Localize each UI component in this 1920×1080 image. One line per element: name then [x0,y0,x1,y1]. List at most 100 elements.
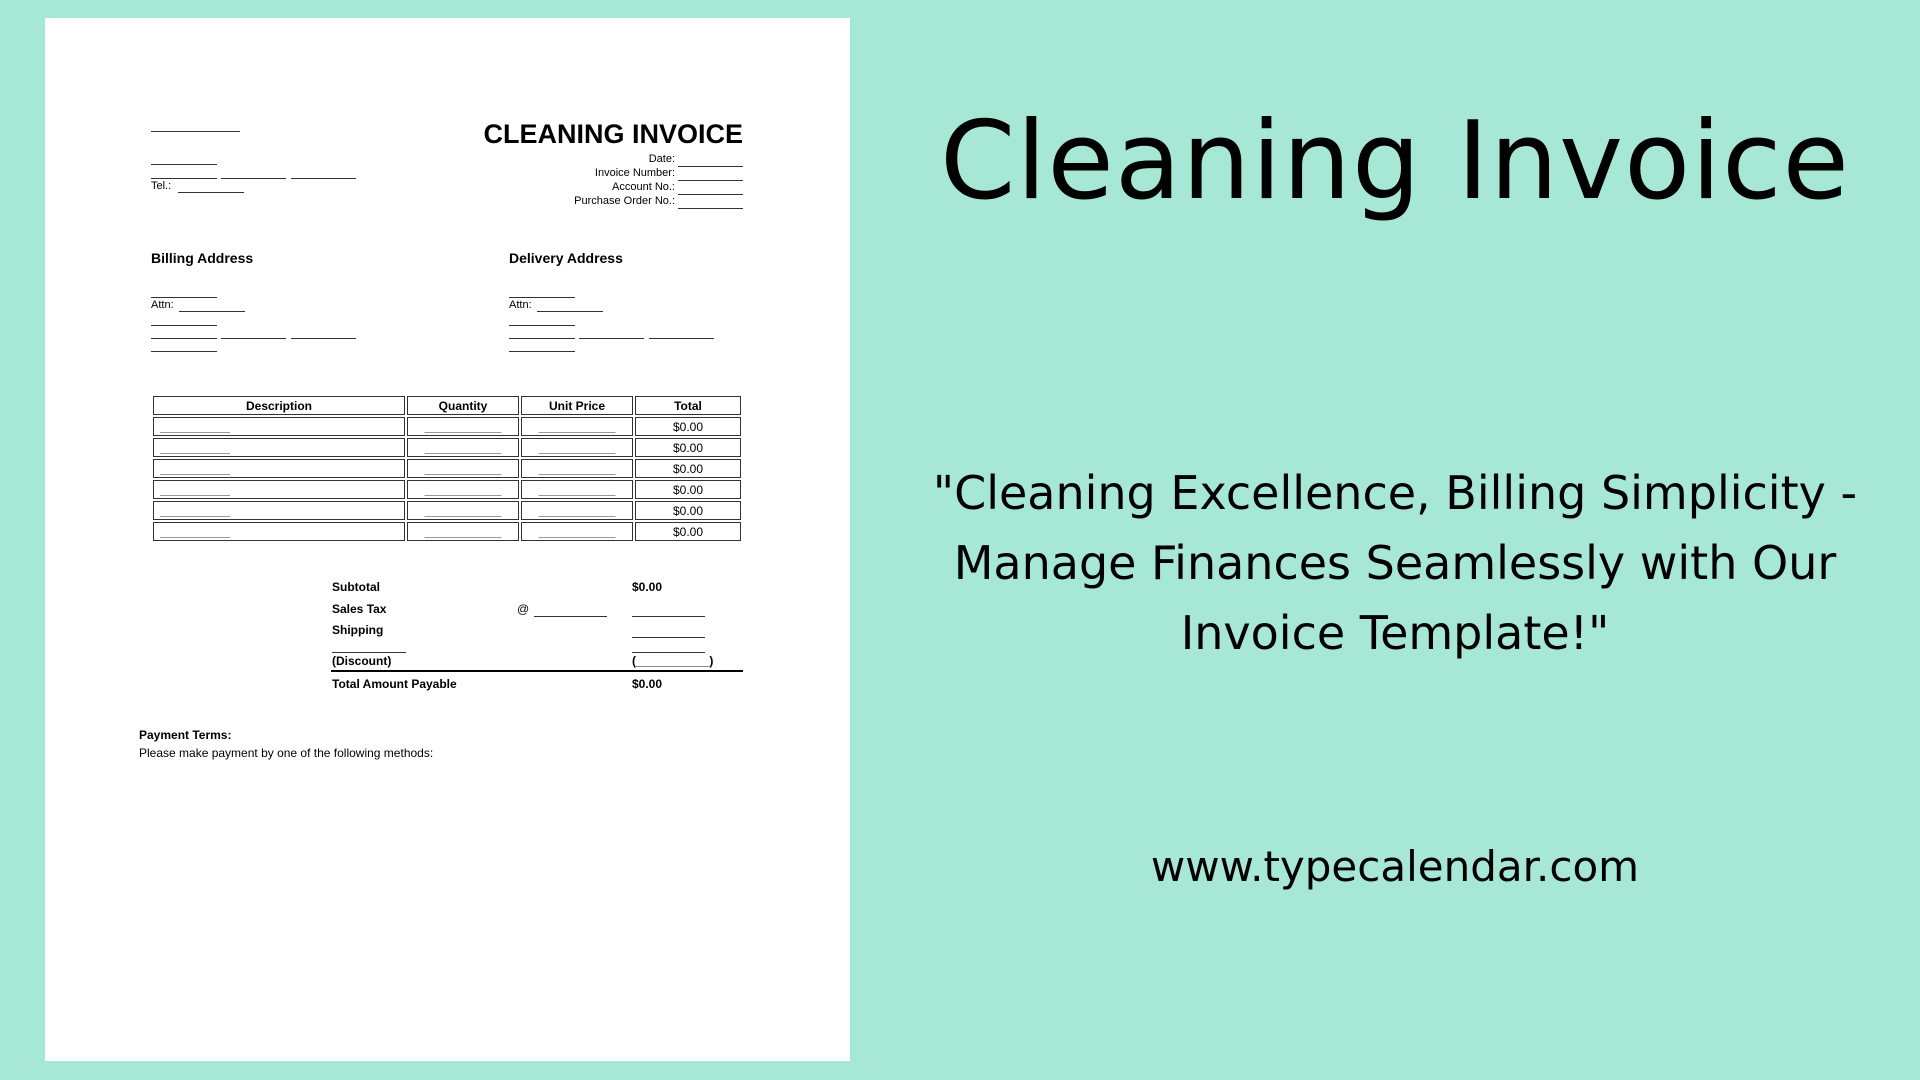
invoice-title: CLEANING INVOICE [483,119,743,149]
quantity-cell[interactable] [407,522,519,541]
delivery-address-heading: Delivery Address [509,250,623,266]
tax-rate-line [534,616,607,617]
unit-price-cell[interactable] [521,459,633,478]
delivery-zip-line [649,338,714,339]
total-cell: $0.00 [635,417,741,436]
description-cell[interactable] [153,417,405,436]
unit-price-cell[interactable] [521,501,633,520]
date-line [678,166,743,167]
delivery-country-line [509,351,575,352]
tel-label: Tel.: [151,180,172,192]
sales-tax-line [632,616,705,617]
billing-name-line [151,297,217,298]
quantity-cell[interactable] [407,438,519,457]
description-cell[interactable] [153,438,405,457]
line-items-table: Description Quantity Unit Price Total $0… [151,394,743,543]
date-label: Date: [648,153,675,165]
shipping-line [632,637,705,638]
table-row: $0.00 [153,417,741,436]
quantity-blank-line [424,495,502,496]
description-blank-line [160,516,230,517]
description-cell[interactable] [153,501,405,520]
unit-price-blank-line [538,495,616,496]
invoice-number-label: Invoice Number: [594,167,675,179]
table-row: $0.00 [153,459,741,478]
delivery-name-line [509,297,575,298]
header-quantity: Quantity [407,396,519,415]
billing-country-line [151,351,217,352]
total-cell: $0.00 [635,459,741,478]
quantity-cell[interactable] [407,459,519,478]
delivery-street-line [509,325,575,326]
shipping-label: Shipping [332,623,384,637]
header-unit-price: Unit Price [521,396,633,415]
other-line [332,652,406,653]
total-cell: $0.00 [635,522,741,541]
tax-rate-at: @ [517,602,530,616]
table-row: $0.00 [153,480,741,499]
purchase-order-label: Purchase Order No.: [574,195,675,207]
website-link[interactable]: www.typecalendar.com [1150,842,1640,891]
subtotal-label: Subtotal [332,580,380,594]
description-blank-line [160,453,230,454]
billing-address-heading: Billing Address [151,250,254,266]
total-divider [331,670,743,672]
quantity-blank-line [424,516,502,517]
delivery-attn-label: Attn: [509,299,532,311]
account-number-label: Account No.: [612,181,675,193]
description-blank-line [160,495,230,496]
total-cell: $0.00 [635,438,741,457]
unit-price-blank-line [538,453,616,454]
subtotal-value: $0.00 [632,580,663,594]
description-blank-line [160,474,230,475]
quantity-cell[interactable] [407,480,519,499]
billing-street-line [151,325,217,326]
company-name-line [151,131,240,132]
city-line [151,178,217,179]
billing-zip-line [291,338,356,339]
billing-state-line [221,338,286,339]
delivery-attn-line [537,311,603,312]
quantity-cell[interactable] [407,501,519,520]
table-row: $0.00 [153,438,741,457]
total-amount-label: Total Amount Payable [332,677,457,691]
total-cell: $0.00 [635,480,741,499]
unit-price-cell[interactable] [521,480,633,499]
purchase-order-line [678,208,743,209]
description-blank-line [160,432,230,433]
unit-price-blank-line [538,432,616,433]
discount-value: (___________) [632,654,714,668]
unit-price-cell[interactable] [521,522,633,541]
account-number-line [678,194,743,195]
quantity-blank-line [424,474,502,475]
discount-label: (Discount) [332,654,392,668]
delivery-state-line [579,338,644,339]
unit-price-cell[interactable] [521,417,633,436]
billing-attn-line [179,311,245,312]
quantity-blank-line [424,537,502,538]
billing-attn-label: Attn: [151,299,174,311]
billing-city-line [151,338,217,339]
promo-tagline: "Cleaning Excellence, Billing Simplicity… [932,466,1858,660]
invoice-template-page: Tel.: CLEANING INVOICE Date: Invoice Num… [45,18,850,1061]
payment-terms-heading: Payment Terms: [139,728,232,742]
promo-heading: Cleaning Invoice [940,99,1850,224]
total-amount-value: $0.00 [632,677,663,691]
payment-terms-text: Please make payment by one of the follow… [139,746,434,760]
delivery-city-line [509,338,575,339]
header-description: Description [153,396,405,415]
address-line [151,164,217,165]
unit-price-cell[interactable] [521,438,633,457]
unit-price-blank-line [538,537,616,538]
quantity-blank-line [424,432,502,433]
description-cell[interactable] [153,480,405,499]
description-cell[interactable] [153,522,405,541]
description-blank-line [160,537,230,538]
description-cell[interactable] [153,459,405,478]
unit-price-blank-line [538,516,616,517]
quantity-cell[interactable] [407,417,519,436]
other-value-line [632,652,705,653]
state-line [221,178,286,179]
table-row: $0.00 [153,522,741,541]
unit-price-blank-line [538,474,616,475]
